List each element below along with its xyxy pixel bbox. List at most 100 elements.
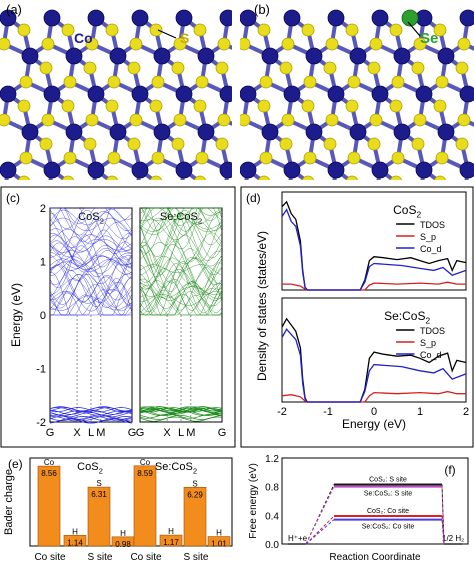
band-line (140, 207, 223, 246)
band-line (139, 268, 223, 297)
s-atom-label: S (180, 30, 190, 46)
bader-site-label: S site (87, 552, 112, 563)
co-atom (415, 161, 433, 179)
s-atom (411, 137, 425, 151)
panel-label-a: (a) (6, 2, 22, 17)
s-atom (39, 137, 53, 151)
bader-panel: Bader charge Co 8.56 H 1.14 S 6.31 H 0.98 Co 8.59 H… (0, 452, 236, 571)
band-line-low (49, 407, 133, 413)
dos-legend-label: Co_d (420, 244, 442, 254)
se-atom-label: Se (420, 30, 439, 47)
s-atom (127, 61, 141, 75)
s-atom (217, 37, 231, 51)
bader-bar (183, 486, 207, 547)
band-line (139, 264, 223, 316)
fe-level-label: CoS₂: Co site (367, 508, 409, 515)
bader-bar-value: 0.98 (115, 540, 131, 549)
co-atom (153, 47, 171, 65)
band-line (139, 257, 223, 295)
band-line (139, 241, 223, 292)
band-line (139, 282, 223, 299)
s-atom (433, 23, 447, 37)
s-atom (129, 113, 143, 127)
co-atom (261, 47, 279, 65)
co-atom (239, 85, 257, 103)
s-atom (323, 137, 337, 151)
s-atom (367, 137, 381, 151)
s-pointer-arrow (157, 29, 177, 39)
band-line (50, 207, 133, 236)
band-line (50, 207, 132, 248)
s-atom (367, 61, 381, 75)
s-atom (281, 113, 295, 127)
fe-ytick-label: 0.4 (265, 511, 279, 522)
s-atom (215, 137, 229, 151)
co-atom (327, 9, 345, 27)
bader-site-label: Co site (34, 552, 66, 563)
fe-level-label: Se:CoS₂: S site (364, 491, 412, 498)
band-line-low (49, 407, 133, 413)
co-atom (239, 9, 257, 27)
fe-ytick-label: 0.8 (265, 483, 279, 494)
s-atom (303, 75, 317, 89)
dos-xtick-label: 1 (417, 406, 423, 418)
s-atom (347, 75, 361, 89)
band-line (139, 263, 223, 314)
dos-ylabel: Density of states (states/eV) (255, 231, 269, 381)
se-cos2-structure-image (237, 0, 474, 203)
band-line (49, 268, 133, 305)
band-kpoint-label: L (178, 427, 184, 439)
co-atom (459, 9, 474, 27)
co-atom (219, 9, 237, 27)
bader-ylabel: Bader charge (3, 469, 15, 535)
band-line (139, 280, 223, 316)
structure-panel-a: (a) Co S (0, 0, 273, 203)
band-line (49, 207, 133, 229)
dos-legend-label: S_p (420, 338, 436, 348)
s-atom (39, 61, 53, 75)
band-line (49, 239, 133, 258)
s-atom (391, 75, 405, 89)
panel-label-d: (d) (246, 191, 261, 205)
band-line-low (49, 414, 133, 420)
free-energy-panel: 0.0 0.4 0.8 1.2 Free energy (eV) Reaction Coo… (240, 452, 474, 571)
band-line-low (139, 416, 223, 422)
fe-start-label: H⁺+e (288, 534, 308, 543)
band-line (139, 207, 223, 221)
s-atom (0, 37, 11, 51)
s-atom (193, 23, 207, 37)
s-atom (0, 113, 11, 127)
s-atom (107, 151, 121, 165)
s-atom (237, 113, 251, 127)
band-kpoint-label: G (128, 427, 137, 439)
dos-series-line (282, 281, 466, 291)
s-atom (345, 23, 359, 37)
bader-bar-value: 6.31 (91, 490, 107, 499)
band-structure-panel: (c) -2 -1 0 1 2 Energy (eV) CoS2 G X L M G Se:CoS2 G X L… (0, 186, 236, 448)
s-atom (257, 23, 271, 37)
co-atom (175, 161, 193, 179)
s-atom (61, 99, 75, 113)
dos-subplot-title: Se:CoS2 (384, 309, 430, 326)
s-atom (149, 23, 163, 37)
s-atom (149, 99, 163, 113)
co-atom (239, 161, 257, 179)
band-kpoint-label: L (88, 427, 94, 439)
fe-ytick-label: 1.2 (265, 454, 279, 465)
s-atom (301, 23, 315, 37)
co-atom (175, 85, 193, 103)
co-atom (131, 85, 149, 103)
bader-bar-element: S (192, 479, 197, 488)
bader-bar-value: 8.56 (41, 469, 57, 478)
co-atom (43, 9, 61, 27)
band-kpoint-label: G (218, 427, 227, 439)
band-line (49, 246, 133, 282)
s-atom (41, 37, 55, 51)
s-atom (369, 113, 383, 127)
band-line (139, 250, 223, 284)
fe-ylabel: Free energy (eV) (248, 463, 259, 539)
co-atom (327, 85, 345, 103)
band-line (139, 221, 223, 275)
